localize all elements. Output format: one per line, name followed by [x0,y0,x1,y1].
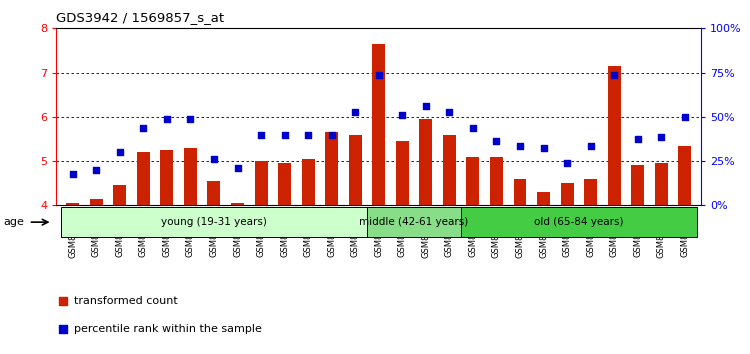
Bar [396,141,409,205]
Bar [231,203,244,205]
Bar [184,148,197,205]
Point [679,114,691,120]
Text: percentile rank within the sample: percentile rank within the sample [74,324,262,334]
Text: age: age [4,217,25,227]
Text: young (19-31 years): young (19-31 years) [161,217,267,227]
Bar [560,183,574,205]
Bar [419,119,432,205]
Point [514,143,526,148]
Text: old (65-84 years): old (65-84 years) [534,217,623,227]
Point [490,138,502,144]
Point [57,326,69,332]
Point [467,125,479,131]
Point [632,136,644,142]
Bar [367,207,461,237]
Bar [514,179,526,205]
Point [137,125,149,131]
Text: middle (42-61 years): middle (42-61 years) [359,217,469,227]
Point [114,149,126,155]
Bar [372,44,386,205]
Point [373,72,385,78]
Point [656,134,668,139]
Bar [208,181,220,205]
Bar [136,152,150,205]
Point [561,160,573,166]
Point [420,103,432,109]
Bar [349,135,361,205]
Bar [113,185,126,205]
Point [350,110,361,115]
Bar [584,179,597,205]
Point [278,132,290,137]
Bar [461,207,697,237]
Bar [490,157,503,205]
Point [67,172,79,177]
Point [90,167,102,173]
Bar [326,132,338,205]
Bar [160,150,173,205]
Bar [443,135,456,205]
Bar [632,166,644,205]
Point [161,116,173,122]
Point [184,116,196,122]
Bar [302,159,314,205]
Point [396,112,408,118]
Bar [278,163,291,205]
Point [326,132,338,137]
Bar [678,145,692,205]
Point [584,143,596,148]
Bar [254,161,268,205]
Point [208,156,220,162]
Point [608,72,620,78]
Bar [655,163,668,205]
Bar [537,192,550,205]
Bar [66,203,80,205]
Text: GDS3942 / 1569857_s_at: GDS3942 / 1569857_s_at [56,11,224,24]
Bar [90,199,103,205]
Bar [466,157,479,205]
Point [443,110,455,115]
Point [302,132,314,137]
Point [57,298,69,304]
Point [538,145,550,151]
Point [255,132,267,137]
Text: transformed count: transformed count [74,296,178,306]
Bar [61,207,367,237]
Point [232,165,244,171]
Bar [608,66,621,205]
